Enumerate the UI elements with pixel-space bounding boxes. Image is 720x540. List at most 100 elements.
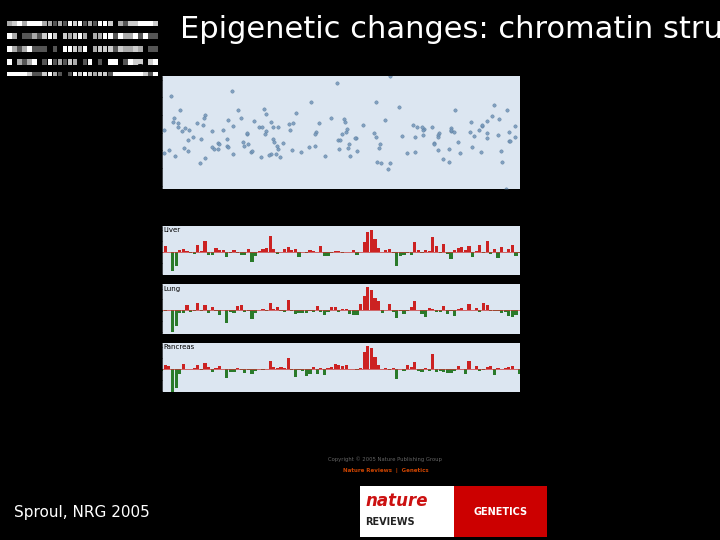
Point [173, 123, 184, 132]
Point [274, 153, 286, 161]
Bar [269, 361, 271, 369]
Bar [236, 252, 239, 253]
Bar [290, 369, 294, 370]
Point [509, 132, 521, 141]
Point [468, 132, 480, 140]
Point [265, 118, 276, 126]
Point [374, 144, 385, 152]
Point [374, 140, 386, 149]
Point [410, 132, 421, 141]
Bar [323, 252, 326, 255]
Bar [103, 46, 107, 52]
Bar [78, 46, 82, 52]
Bar [438, 310, 441, 312]
Bar [37, 59, 42, 65]
Point [265, 150, 276, 158]
Bar [428, 308, 431, 310]
Bar [326, 368, 330, 369]
Point [493, 115, 505, 124]
Point [428, 139, 440, 147]
Bar [37, 33, 42, 39]
Point [245, 147, 256, 156]
Bar [12, 33, 17, 39]
Bar [456, 366, 460, 369]
Text: Sproul, NRG 2005: Sproul, NRG 2005 [14, 505, 150, 521]
Text: a: a [137, 62, 144, 72]
Bar [236, 368, 239, 369]
Point [212, 145, 223, 154]
Bar [247, 369, 250, 370]
Bar [359, 368, 362, 369]
Point [428, 140, 440, 149]
Point [432, 146, 444, 155]
Bar [178, 310, 181, 313]
Bar [261, 249, 264, 252]
Point [163, 145, 175, 154]
Point [184, 125, 195, 134]
Bar [207, 252, 210, 255]
Bar [287, 359, 290, 369]
Bar [133, 46, 138, 52]
Bar [22, 72, 27, 78]
Bar [68, 72, 72, 78]
Point [375, 158, 387, 167]
Bar [417, 369, 420, 371]
Bar [12, 46, 17, 52]
Bar [197, 245, 199, 252]
Text: b: b [137, 212, 145, 221]
Bar [138, 21, 143, 26]
Bar [174, 252, 178, 266]
Point [168, 113, 180, 122]
Bar [485, 241, 489, 252]
Bar [240, 252, 243, 255]
Bar [410, 307, 413, 310]
Bar [53, 46, 57, 52]
Point [325, 113, 336, 122]
Bar [83, 33, 87, 39]
Point [319, 151, 330, 160]
Bar [37, 46, 42, 52]
Bar [171, 252, 174, 271]
Bar [454, 486, 547, 537]
Bar [37, 21, 42, 26]
Text: Epigenetic changes: chromatin structure: Epigenetic changes: chromatin structure [180, 15, 720, 44]
Point [188, 133, 199, 142]
Bar [254, 369, 257, 371]
Bar [294, 249, 297, 252]
Bar [460, 308, 464, 310]
Bar [211, 369, 214, 372]
Bar [123, 46, 127, 52]
Bar [22, 59, 27, 65]
Point [343, 152, 355, 160]
Bar [308, 369, 312, 374]
Bar [98, 59, 102, 65]
Bar [133, 21, 138, 26]
Bar [22, 21, 27, 26]
Bar [442, 369, 445, 372]
Point [482, 129, 493, 137]
Point [214, 140, 225, 149]
Bar [392, 368, 395, 369]
Bar [402, 369, 405, 371]
Bar [251, 310, 253, 319]
Bar [42, 46, 47, 52]
Bar [406, 366, 409, 369]
Bar [17, 33, 22, 39]
Bar [515, 252, 518, 256]
Point [433, 129, 445, 137]
Bar [370, 348, 373, 369]
Bar [27, 72, 32, 78]
Bar [118, 21, 122, 26]
Bar [138, 33, 143, 39]
Bar [474, 251, 478, 252]
Bar [98, 21, 102, 26]
Bar [113, 21, 117, 26]
Point [384, 72, 396, 80]
Text: Pancreas: Pancreas [163, 344, 194, 350]
Point [238, 141, 249, 150]
Bar [225, 252, 228, 257]
Bar [73, 21, 77, 26]
Bar [240, 369, 243, 370]
Bar [243, 252, 246, 255]
Bar [333, 307, 337, 310]
